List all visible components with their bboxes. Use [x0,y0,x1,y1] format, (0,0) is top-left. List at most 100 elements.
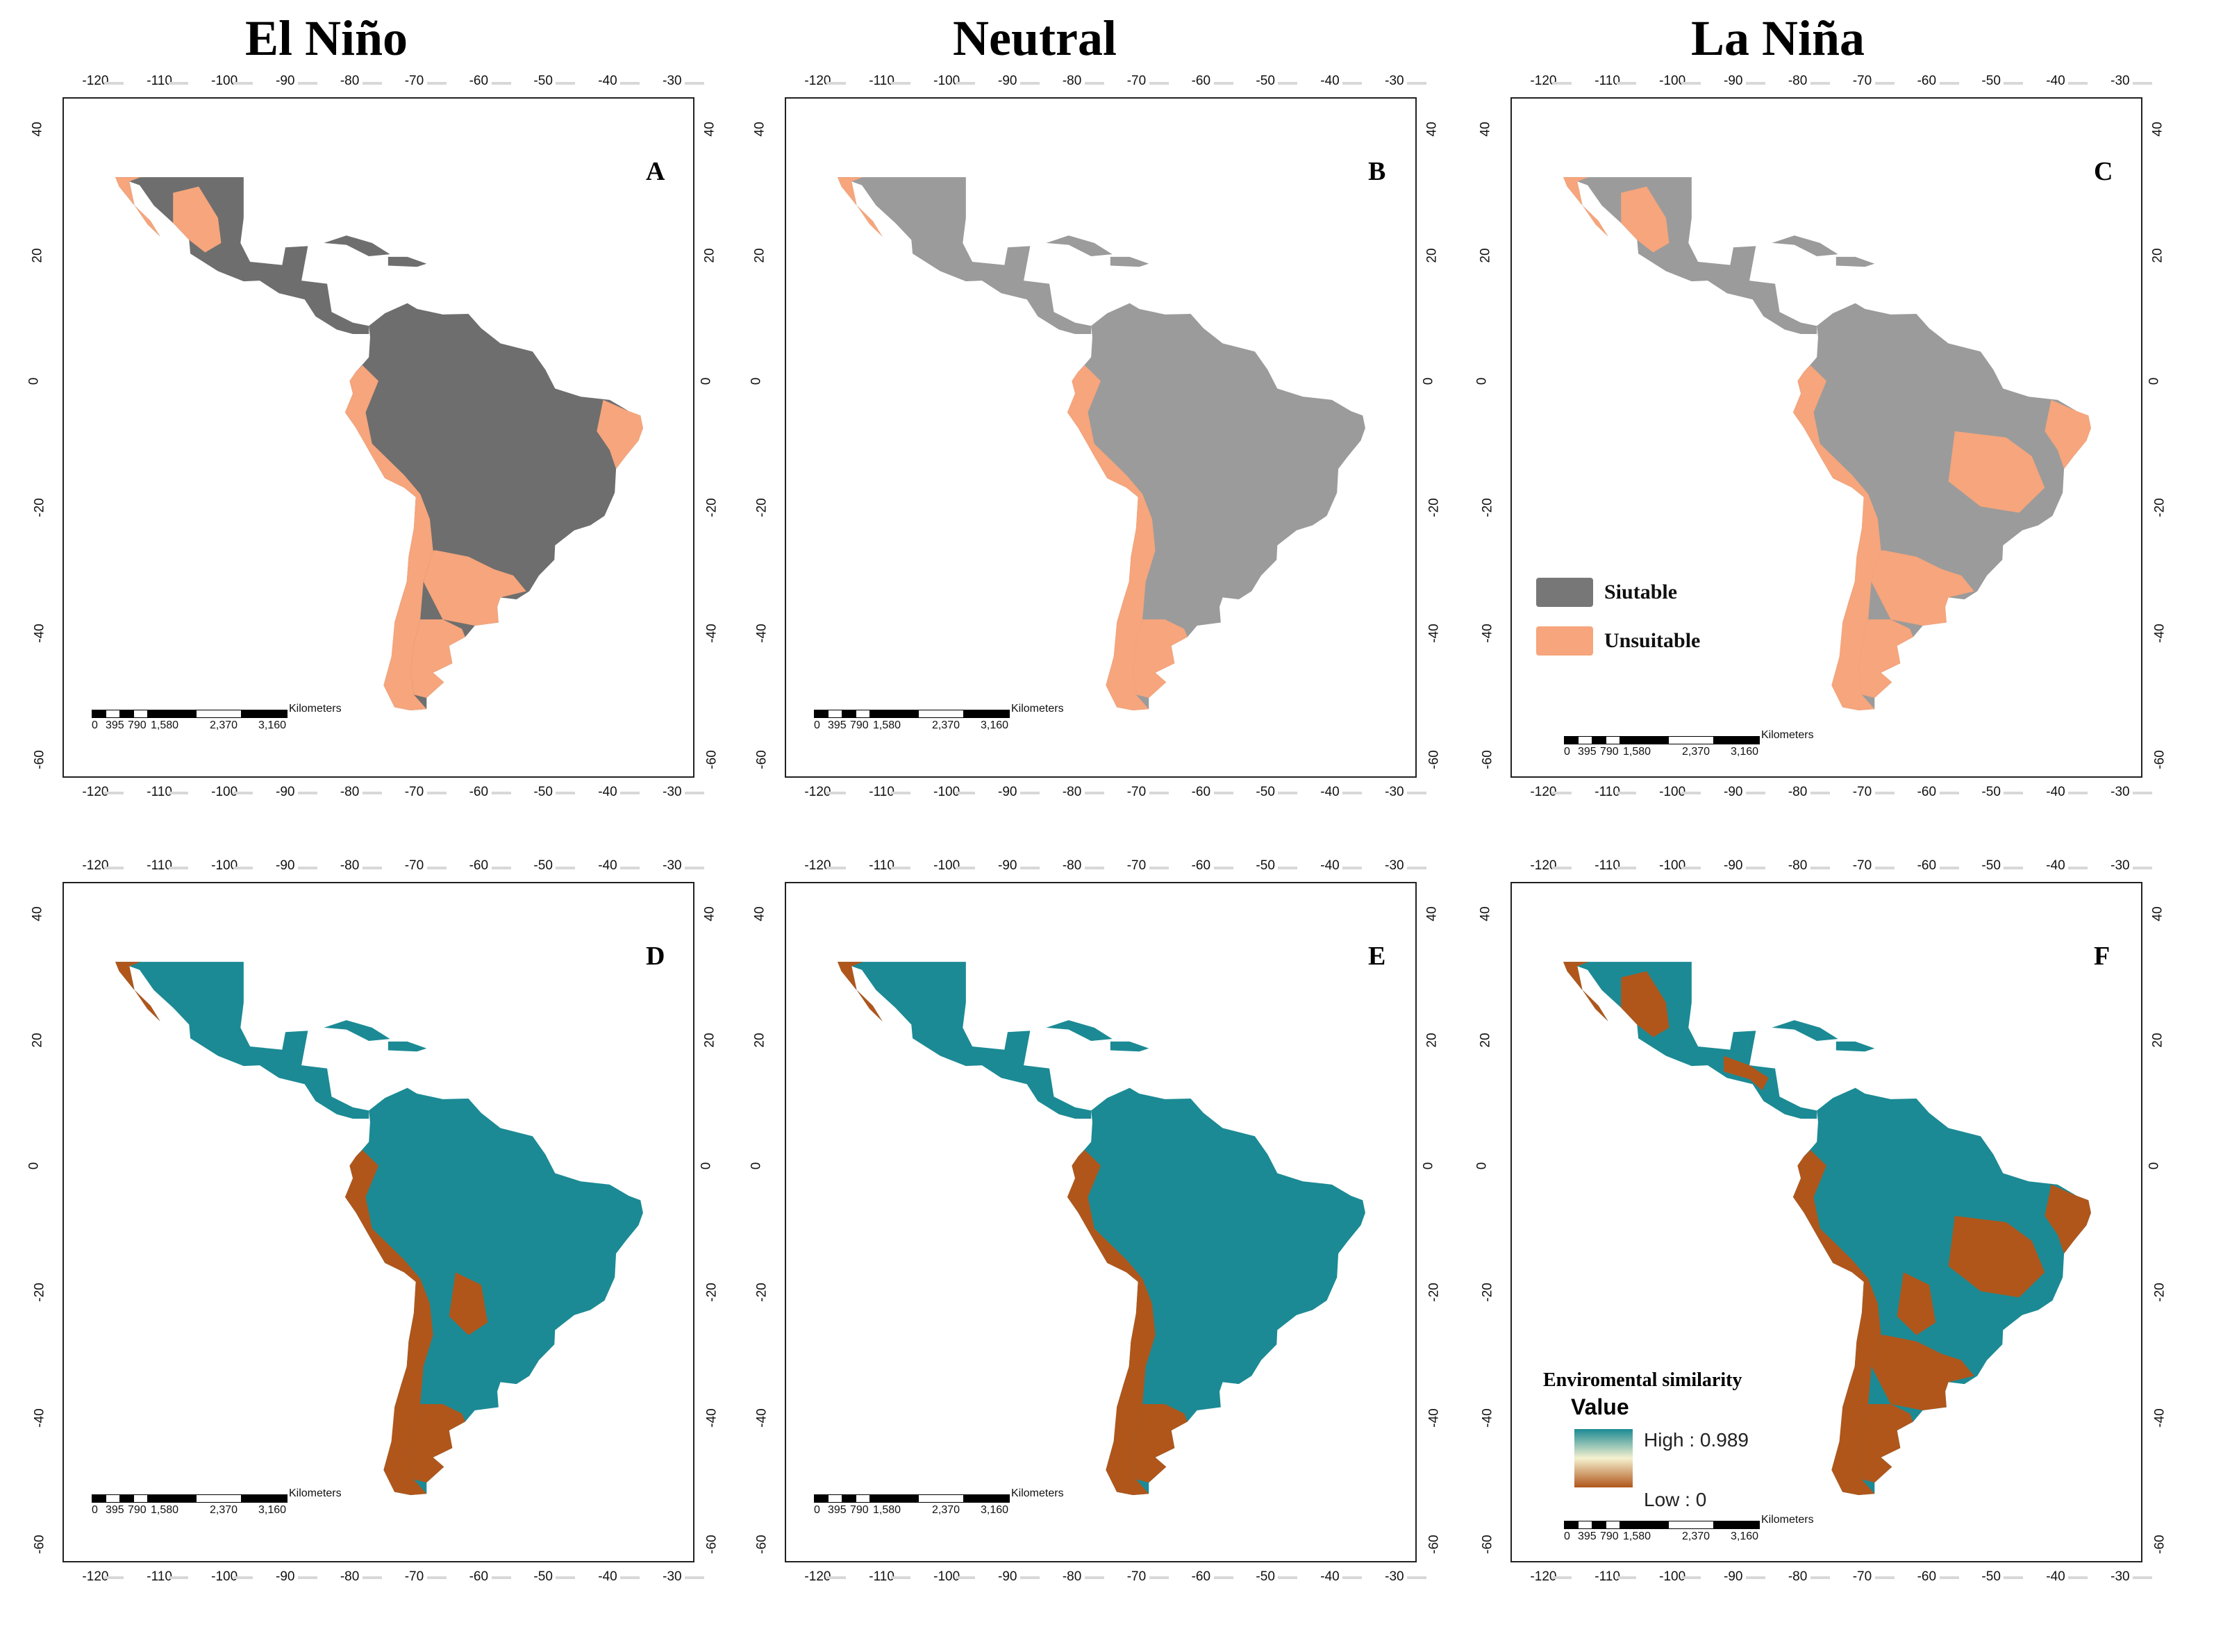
latitude-tick-label: -20 [2152,498,2167,517]
column-title-2: Neutral [953,10,1117,66]
tick-mark [1617,82,1637,85]
tick-mark [685,792,705,794]
low-similarity-patagonia [1858,1403,1913,1483]
longitude-tick-label: -30 [1385,74,1404,88]
longitude-tick-label: -90 [276,858,295,873]
scale-bar-segment [196,1494,242,1503]
longitude-tick-label: -30 [2110,858,2130,873]
scale-bar-unit: Kilometers [1761,1514,1814,1526]
scale-bar-segment [1578,736,1593,744]
latitude-tick-label: 40 [2150,906,2165,921]
tick-mark [1149,1576,1169,1579]
tick-mark [1278,82,1298,85]
scale-bar-label: 790 [1600,1530,1619,1542]
longitude-tick-label: -50 [533,1569,553,1584]
longitude-tick-label: -110 [1595,74,1620,88]
scale-bar-segment [963,710,1010,718]
tick-mark [2068,1576,2088,1579]
hispaniola-landmass [388,1041,427,1052]
scale-bar-segment [856,1494,871,1503]
scale-bar-segment [119,710,135,718]
map-frame: Kilometers 0 395 790 1,580 2,370 3,160 [785,97,1417,778]
map-canvas [115,177,643,710]
longitude-tick-label: -40 [1320,785,1340,799]
hispaniola-landmass [1110,256,1149,267]
low-similarity-pampas [1871,1335,1974,1411]
scale-bar-label: 1,580 [873,719,901,731]
scale-bar-segment [1592,736,1607,744]
longitude-tick-label: -60 [1917,858,1937,873]
tick-mark [891,82,911,85]
longitude-tick-label: -120 [804,74,831,88]
tick-mark [104,82,124,85]
scale-bar-segment [92,1494,107,1503]
tick-mark [685,1576,705,1579]
latitude-tick-label: 0 [699,1162,714,1170]
latitude-tick-label: -40 [1480,1408,1495,1428]
longitude-tick-label: -100 [211,785,238,799]
tick-mark [1939,1576,1959,1579]
tick-mark [362,867,382,869]
scale-bar-label: 395 [828,1504,847,1516]
tick-mark [1874,1576,1895,1579]
longitude-tick-label: -30 [1385,1569,1404,1584]
longitude-tick-label: -100 [211,74,238,88]
scale-bar-label: 3,160 [258,1504,287,1516]
tick-mark [298,82,317,85]
scale-bar-label: 3,160 [1731,746,1759,758]
map-frame: Kilometers 0 395 790 1,580 2,370 3,160 [785,882,1417,1562]
longitude-tick-label: -70 [1852,858,1872,873]
latitude-tick-label: 20 [1424,248,1440,263]
scale-bar-segment [814,710,829,718]
tick-mark [956,867,976,869]
latitude-tick-label: -20 [1426,498,1442,517]
longitude-tick-label: -70 [1126,1569,1147,1584]
longitude-tick-label: -30 [663,74,682,88]
longitude-tick-label: -90 [998,1569,1017,1584]
longitude-tick-label: -90 [1724,1569,1743,1584]
longitude-tick-label: -70 [404,858,424,873]
longitude-tick-label: -110 [869,74,894,88]
latitude-tick-label: 20 [2150,248,2165,263]
scale-bar-segment [842,1494,857,1503]
latitude-tick-label: -60 [1480,1535,1495,1554]
tick-mark [956,1576,976,1579]
latitude-tick-label: 20 [752,1033,767,1048]
low-similarity-chaco [449,1272,488,1335]
scale-bar-label: 3,160 [258,719,287,731]
tick-mark [362,1576,382,1579]
latitude-tick-label: -40 [704,624,719,644]
latitude-tick-label: -40 [754,624,769,644]
scale-bar-segment [828,1494,843,1503]
scale-bar-label: 395 [828,719,847,731]
tick-mark [2133,867,2153,869]
tick-mark [1342,867,1363,869]
longitude-tick-label: -90 [1724,74,1743,88]
latitude-tick-label: -20 [1480,1283,1495,1302]
longitude-tick-label: -100 [933,858,960,873]
latitude-tick-label: -60 [2152,1535,2167,1554]
scale-bar-label: 790 [850,719,869,731]
tick-mark [826,867,847,869]
latitude-tick-label: 0 [749,378,764,385]
column-title-1: El Niño [244,10,408,66]
tick-mark [233,867,253,869]
tick-mark [1084,792,1104,794]
latitude-tick-label: 20 [1424,1033,1440,1048]
tick-mark [1149,867,1169,869]
scale-bar-label: 3,160 [1731,1530,1759,1542]
tick-mark [362,82,382,85]
tick-mark [1681,82,1701,85]
scale-bar-label: 3,160 [981,719,1009,731]
scale-bar-label: 395 [1578,1530,1597,1542]
tick-mark [233,1576,253,1579]
legend-label: Siutable [1604,581,1678,603]
longitude-tick-label: -40 [598,785,617,799]
longitude-tick-label: -50 [533,74,553,88]
longitude-tick-label: -80 [1788,785,1808,799]
tick-mark [1746,82,1765,85]
scale-bar-unit: Kilometers [289,1487,342,1499]
map-canvas [1563,177,2091,710]
latitude-tick-label: -60 [32,750,47,769]
map-canvas [115,962,643,1495]
